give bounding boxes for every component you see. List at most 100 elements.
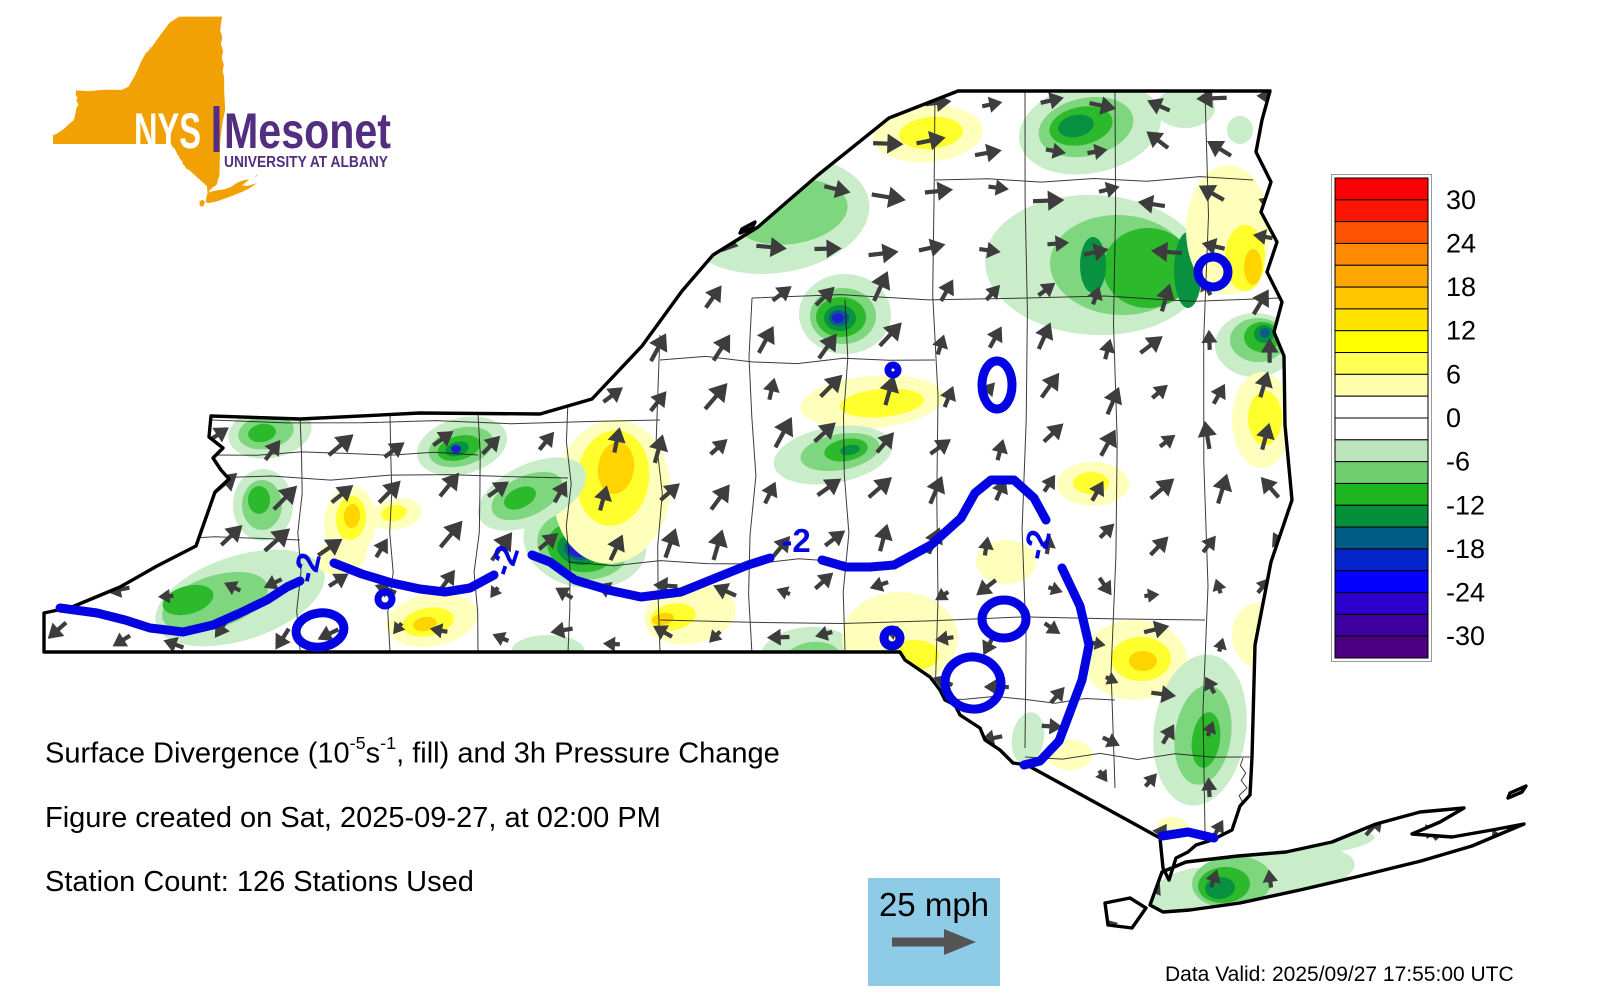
- wind-arrow: [442, 323, 460, 350]
- wind-arrow: [1468, 91, 1498, 111]
- wind-arrow: [262, 385, 281, 411]
- title-text: , fill) and 3h Pressure Change: [396, 737, 780, 770]
- wind-arrow: [1487, 677, 1501, 691]
- colorbar-segment: [1334, 352, 1429, 375]
- wind-arrow: [661, 926, 687, 948]
- wind-arrow: [602, 387, 623, 404]
- colorbar-segment: [1334, 395, 1429, 419]
- wind-arrow: [1049, 686, 1065, 705]
- wind-arrow: [155, 322, 173, 350]
- wind-arrow: [1047, 235, 1070, 252]
- wind-arrow: [1488, 132, 1511, 150]
- wind-arrow: [1482, 438, 1497, 457]
- wind-arrow: [1143, 620, 1170, 639]
- wind-arrow: [1475, 379, 1494, 405]
- pressure-contour-line: [1019, 563, 1094, 770]
- wind-arrow: [878, 322, 902, 348]
- wind-arrow: [1089, 480, 1105, 502]
- logo-name: Mesonet: [224, 103, 391, 159]
- wind-arrow: [1429, 684, 1446, 706]
- wind-arrow: [935, 587, 950, 601]
- wind-arrow: [92, 194, 123, 214]
- wind-arrow: [224, 581, 242, 596]
- wind-arrow: [773, 416, 794, 449]
- wind-arrow: [976, 578, 998, 596]
- wind-arrow: [1143, 773, 1157, 788]
- wind-arrow: [440, 374, 462, 400]
- county-line: [1021, 91, 1028, 749]
- county-line: [1024, 752, 1251, 761]
- wind-arrow: [316, 538, 343, 558]
- wind-arrow: [874, 523, 893, 552]
- wind-arrow: [544, 91, 575, 105]
- wind-arrow: [816, 681, 837, 696]
- wind-arrow: [209, 339, 233, 358]
- wind-arrow: [55, 772, 69, 786]
- wind-arrow: [659, 677, 673, 691]
- wind-arrow: [1310, 824, 1326, 841]
- wind-arrow: [707, 529, 728, 561]
- wind-arrow: [372, 278, 387, 299]
- colorbar-segment: [1334, 613, 1429, 637]
- wind-arrow: [438, 682, 464, 701]
- wind-speed-label: 25 mph: [878, 886, 990, 923]
- fill-blob: [1227, 116, 1253, 144]
- wind-speed-legend: 25 mph: [868, 878, 1000, 986]
- title-text: Surface Divergence (10: [45, 737, 350, 770]
- colorbar-tick-label: 30: [1446, 185, 1476, 215]
- wind-arrow: [1368, 91, 1395, 112]
- wind-arrow: [1206, 140, 1233, 158]
- wind-arrow: [709, 484, 730, 511]
- fill-blob: [504, 486, 536, 510]
- wind-arrow: [926, 475, 946, 505]
- wind-arrow: [1476, 232, 1498, 248]
- wind-arrow: [761, 481, 778, 505]
- wind-arrow: [485, 328, 505, 347]
- wind-arrow: [705, 685, 720, 700]
- wind-arrow: [829, 775, 848, 796]
- wind-arrow: [1364, 674, 1382, 699]
- wind-arrow: [439, 183, 467, 202]
- county-line: [1238, 757, 1248, 804]
- wind-arrow: [706, 820, 728, 837]
- colorbar-segment: [1334, 417, 1429, 441]
- wind-arrow: [873, 133, 904, 154]
- wind-arrow: [1083, 243, 1109, 262]
- wind-arrow: [660, 528, 680, 559]
- wind-arrow: [52, 923, 66, 928]
- logo-acronym: NYS: [134, 103, 201, 159]
- wind-arrow: [49, 686, 72, 703]
- wind-arrow: [47, 620, 68, 639]
- wind-arrow: [705, 91, 735, 109]
- wind-arrow: [1428, 881, 1443, 901]
- county-line: [1202, 91, 1210, 834]
- wind-arrow: [1042, 784, 1057, 802]
- wind-arrow: [158, 588, 174, 604]
- pressure-contour-line: [817, 475, 1051, 572]
- wind-arrow: [375, 923, 392, 928]
- wind-arrow: [766, 786, 783, 800]
- wind-arrow: [1035, 924, 1050, 928]
- fill-blob: [1058, 114, 1094, 138]
- colorbar-tick-label: -12: [1446, 490, 1485, 520]
- wind-arrow: [438, 472, 460, 498]
- wind-arrow: [219, 525, 243, 547]
- wind-arrow: [490, 585, 503, 598]
- wind-arrow: [1151, 241, 1182, 263]
- county-line: [211, 474, 569, 481]
- wind-arrow: [1372, 783, 1388, 802]
- wind-arrow: [46, 274, 63, 297]
- wind-arrow: [1035, 322, 1054, 350]
- wind-arrow: [429, 623, 448, 639]
- wind-arrow: [373, 538, 388, 559]
- colorbar-tick-label: 24: [1446, 228, 1476, 258]
- pressure-contours: [55, 252, 1233, 843]
- fill-blob: [1295, 832, 1375, 854]
- wind-arrow: [1099, 429, 1117, 457]
- wind-arrow: [44, 226, 70, 248]
- wind-arrow: [546, 323, 565, 350]
- wind-arrow: [1201, 777, 1218, 798]
- wind-arrow: [1270, 923, 1285, 928]
- county-line: [565, 399, 572, 653]
